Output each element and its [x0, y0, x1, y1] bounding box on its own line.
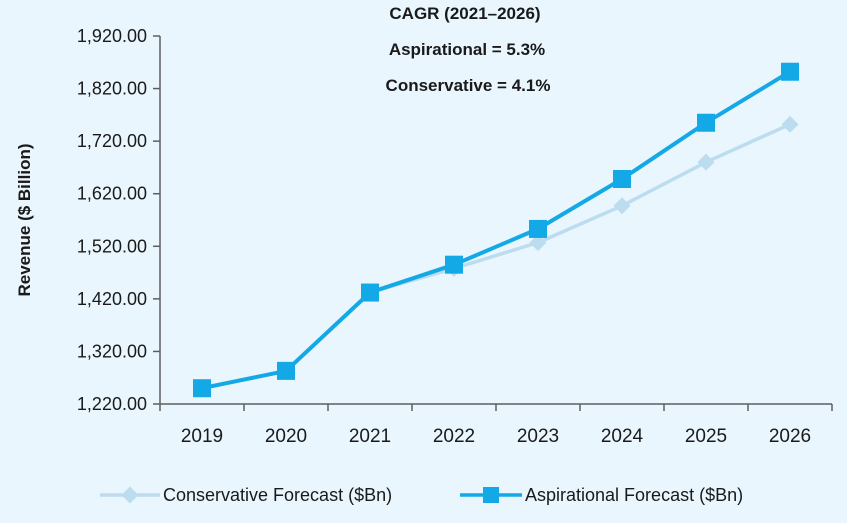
data-point-conservative-2023 [529, 234, 547, 252]
legend-aspirational-label: Aspirational Forecast ($Bn) [525, 485, 743, 505]
data-point-aspirational-2024 [613, 169, 631, 188]
legend: Conservative Forecast ($Bn) Aspirational… [100, 485, 743, 505]
data-point-conservative-2024 [613, 197, 631, 215]
data-point-aspirational-2019 [193, 379, 211, 398]
legend-aspirational-swatch-marker [483, 487, 499, 503]
data-point-aspirational-2022 [445, 255, 463, 274]
data-point-aspirational-2020 [277, 361, 295, 380]
cagr-conservative: Conservative = 4.1% [386, 76, 551, 95]
x-tick-label: 2019 [181, 426, 223, 447]
y-tick-label: 1,820.00 [77, 79, 147, 99]
y-tick-label: 1,420.00 [77, 289, 147, 309]
y-tick-label: 1,220.00 [77, 394, 147, 414]
data-point-aspirational-2025 [697, 113, 715, 132]
data-point-aspirational-2023 [529, 219, 547, 238]
legend-conservative-swatch-marker [121, 486, 139, 504]
x-tick-label: 2020 [265, 426, 307, 447]
x-tick-label: 2022 [433, 426, 475, 447]
y-tick-label: 1,320.00 [77, 341, 147, 361]
series-conservative [193, 115, 799, 397]
cagr-title: CAGR (2021–2026) [389, 4, 540, 23]
y-axis-label: Revenue ($ Billion) [15, 143, 34, 296]
y-tick-label: 1,620.00 [77, 184, 147, 204]
data-point-conservative-2026 [781, 115, 799, 133]
series-line [201, 69, 792, 391]
y-tick-label: 1,920.00 [77, 26, 147, 46]
x-tick-label: 2024 [601, 426, 644, 447]
x-axis-ticks: 2019 2020 2021 2022 2023 2024 2025 2026 [159, 404, 833, 447]
x-tick-label: 2026 [769, 426, 811, 447]
x-tick-label: 2025 [685, 426, 727, 447]
y-tick-label: 1,720.00 [77, 131, 147, 151]
series-layer [193, 62, 799, 398]
x-tick-label: 2021 [349, 426, 391, 447]
y-tick-label: 1,520.00 [77, 236, 147, 256]
data-point-aspirational-2026 [781, 62, 799, 81]
cagr-aspirational: Aspirational = 5.3% [389, 40, 545, 59]
data-point-conservative-2025 [697, 153, 715, 171]
series-aspirational [193, 62, 799, 398]
x-tick-label: 2023 [517, 426, 559, 447]
data-point-aspirational-2021 [361, 283, 379, 302]
legend-conservative-label: Conservative Forecast ($Bn) [163, 485, 392, 505]
y-axis-ticks: 1,920.00 1,820.00 1,720.00 1,620.00 1,520.00… [77, 26, 160, 414]
